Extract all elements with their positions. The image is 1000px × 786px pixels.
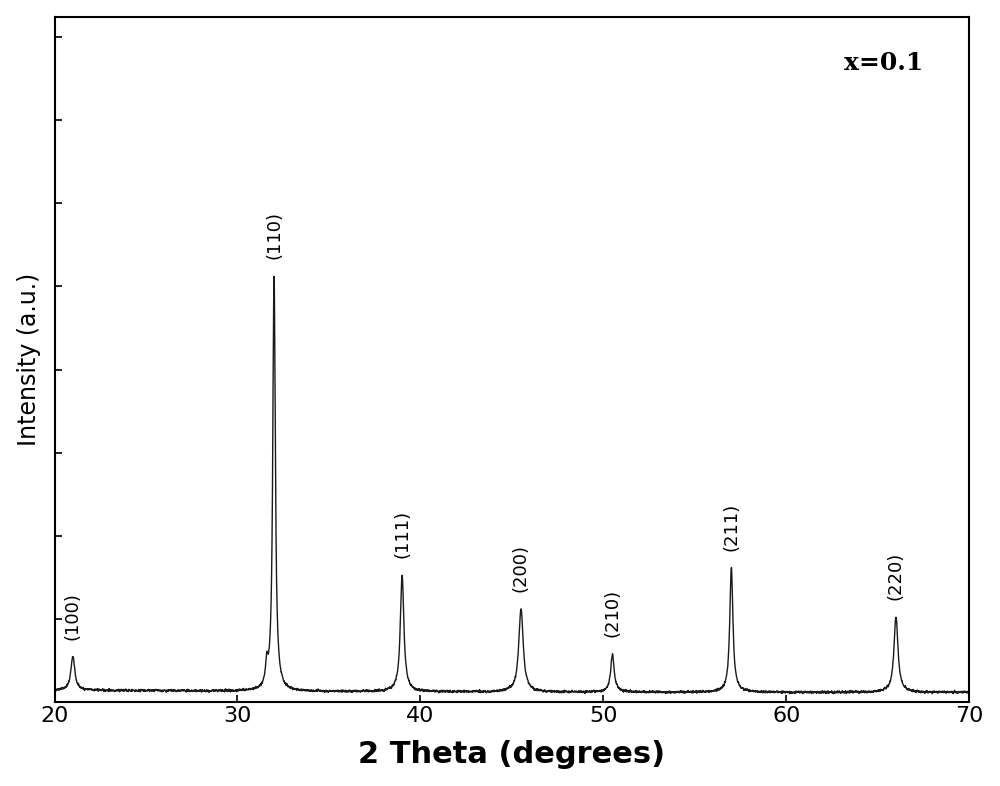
Text: (100): (100) [64, 592, 82, 640]
X-axis label: 2 Theta (degrees): 2 Theta (degrees) [358, 740, 665, 769]
Y-axis label: Intensity (a.u.): Intensity (a.u.) [17, 273, 41, 446]
Text: (210): (210) [603, 589, 621, 637]
Text: (211): (211) [722, 502, 740, 551]
Text: (111): (111) [393, 510, 411, 558]
Text: (200): (200) [512, 544, 530, 592]
Text: (110): (110) [265, 211, 283, 259]
Text: x=0.1: x=0.1 [844, 51, 923, 75]
Text: (220): (220) [887, 552, 905, 601]
